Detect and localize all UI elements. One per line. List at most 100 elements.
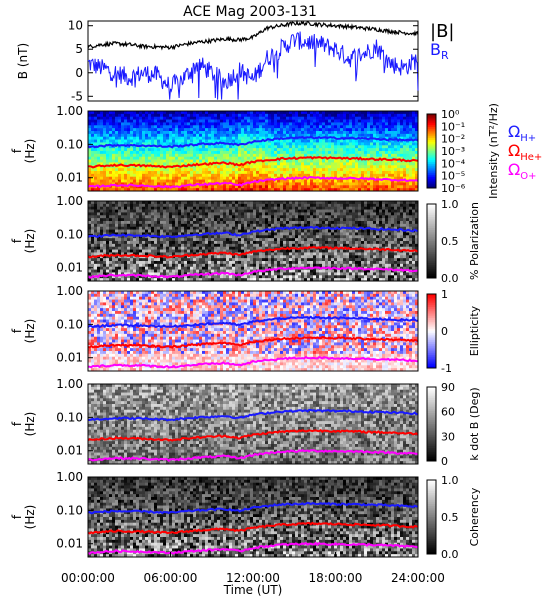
power-spectrum-colorbar-tick: 10⁻⁴ — [441, 157, 466, 170]
time-axis: 00:00:00 06:00:00 12:00:00 18:00:00 24:00:00 — [61, 552, 445, 585]
polarization-colorbar-tick: 0.5 — [441, 235, 459, 248]
power-spectrum-colorbar-tick: 10⁻⁶ — [441, 182, 466, 195]
o-plus-gyrofrequency-line — [87, 175, 419, 189]
legend-b-r: BR — [430, 40, 449, 62]
polarization-colorbar-label: % Polarization — [468, 202, 481, 280]
b-field-ytick-label: 0 — [75, 66, 83, 80]
x-axis-label: Time (UT) — [223, 583, 283, 597]
gyro-legend-entry: ΩHe+ — [508, 141, 542, 163]
ellipticity-ylabel: f(Hz) — [10, 319, 37, 344]
gyrofrequency-legend: ΩH+ΩHe+ΩO+ — [508, 122, 542, 182]
power-spectrum-colorbar-label: Intensity (nT²/Hz) — [487, 103, 500, 199]
freq-tick-label: 0.10 — [56, 317, 83, 331]
b-field-ylabel: B (nT) — [16, 43, 30, 79]
power-spectrum-colorbar-tick: 10⁻³ — [441, 145, 465, 158]
x-tick-label: 06:00:00 — [144, 571, 198, 585]
h-plus-gyrofrequency-line — [87, 135, 419, 149]
h-plus-gyrofrequency-line — [88, 408, 419, 422]
power-spectrum-heatmap — [88, 111, 418, 191]
power-spectrum-frame — [87, 110, 419, 192]
k-dot-b-colorbar-label: k dot B (Deg) — [468, 387, 481, 460]
x-tick-label: 00:00:00 — [61, 571, 115, 585]
polarization-colorbar: 1.0 0.5 0.0 % Polarization — [426, 198, 481, 285]
coherency-ylabel: f(Hz) — [10, 505, 37, 530]
h-plus-gyrofrequency-line — [87, 225, 418, 239]
x-tick-label: 12:00:00 — [226, 571, 280, 585]
ellipticity-colorbar-tick: 0 — [441, 325, 448, 338]
freq-tick-label: 1.00 — [56, 284, 83, 298]
k-dot-b-colorbar-tick: 90 — [441, 381, 455, 394]
ellipticity-colorbar-tick: -1 — [441, 362, 452, 375]
freq-tick-label: 0.10 — [56, 227, 83, 241]
freq-tick-label: 1.00 — [56, 377, 83, 391]
ellipticity-panel: 1.00 0.10 0.01 f(Hz) 1 0 -1 Ellipticity — [10, 284, 481, 375]
chart-title: ACE Mag 2003-131 — [183, 4, 317, 20]
legend-b-mag: |B| — [430, 21, 454, 42]
o-plus-gyrofrequency-line — [87, 355, 419, 369]
o-plus-gyrofrequency-line — [87, 448, 419, 462]
ellipticity-colorbar-label: Ellipticity — [468, 305, 481, 356]
coherency-colorbar-tick: 1.0 — [441, 474, 459, 487]
b-field-ytick-label: 10 — [68, 19, 83, 33]
h-plus-gyrofrequency-line — [87, 315, 418, 329]
power-spectrum-colorbar-tick: 10⁻² — [441, 133, 465, 146]
x-tick-label: 18:00:00 — [309, 571, 363, 585]
coherency-colorbar-tick: 0.0 — [441, 548, 459, 561]
k-dot-b-ylabel: f(Hz) — [10, 412, 37, 437]
he-plus-gyrofrequency-line — [87, 521, 419, 535]
k-dot-b-frame — [87, 383, 419, 465]
k-dot-b-panel: 1.00 0.10 0.01 f(Hz) 90 60 30 0 k dot B (Deg) — [10, 377, 481, 468]
power-spectrum-colorbar-tick: 10⁰ — [441, 108, 460, 121]
power-spectrum-colorbar-tick: 10⁻⁵ — [441, 170, 465, 183]
freq-tick-label: 0.10 — [56, 137, 83, 151]
b-r-series-line — [87, 31, 419, 100]
k-dot-b-colorbar-tick: 60 — [441, 406, 455, 419]
he-plus-gyrofrequency-line — [87, 245, 419, 259]
gyro-legend-entry: ΩO+ — [508, 160, 536, 182]
o-plus-gyrofrequency-line — [87, 541, 419, 555]
power-spectrum-panel: 1.00 0.10 0.01 f(Hz) 10⁰10⁻¹10⁻²10⁻³10⁻⁴10⁻⁵… — [10, 103, 500, 199]
he-plus-gyrofrequency-line — [87, 335, 419, 349]
freq-tick-label: 0.01 — [56, 537, 83, 551]
he-plus-gyrofrequency-line — [87, 156, 419, 169]
freq-tick-label: 0.01 — [56, 261, 83, 275]
freq-tick-label: 1.00 — [56, 194, 83, 208]
coherency-colorbar: 1.0 0.5 0.0 Coherency — [426, 474, 481, 561]
freq-tick-label: 1.00 — [56, 104, 83, 118]
polarization-frame — [87, 200, 419, 282]
k-dot-b-colorbar: 90 60 30 0 k dot B (Deg) — [426, 381, 481, 468]
polarization-colorbar-tick: 0.0 — [441, 272, 459, 285]
k-dot-b-colorbar-tick: 0 — [441, 455, 448, 468]
coherency-colorbar-tick: 0.5 — [441, 511, 459, 524]
x-tick-label: 24:00:00 — [391, 571, 445, 585]
polarization-colorbar-tick: 1.0 — [441, 198, 459, 211]
freq-tick-label: 0.01 — [56, 171, 83, 185]
freq-tick-label: 0.10 — [56, 503, 83, 517]
freq-tick-label: 0.01 — [56, 444, 83, 458]
polarization-panel: 1.00 0.10 0.01 f(Hz) 1.0 0.5 0.0 % Polarization — [10, 194, 481, 285]
power-spectrum-ylabel: f(Hz) — [10, 139, 37, 164]
polarization-ylabel: f(Hz) — [10, 229, 37, 254]
b-mag-series-line — [87, 19, 419, 51]
ellipticity-frame — [87, 290, 419, 372]
freq-tick-label: 0.10 — [56, 410, 83, 424]
k-dot-b-colorbar-tick: 30 — [441, 430, 455, 443]
h-plus-gyrofrequency-line — [87, 501, 419, 515]
k-dot-b-heatmap — [88, 384, 418, 464]
freq-tick-label: 0.01 — [56, 351, 83, 365]
gyro-legend-entry: ΩH+ — [508, 122, 536, 144]
b-field-ytick-label: -5 — [71, 89, 83, 103]
coherency-colorbar-label: Coherency — [468, 487, 481, 546]
ellipticity-colorbar: 1 0 -1 Ellipticity — [426, 288, 481, 375]
freq-tick-label: 1.00 — [56, 470, 83, 484]
b-field-frame — [87, 20, 419, 102]
coherency-panel: 1.00 0.10 0.01 f(Hz) 1.0 0.5 0.0 Coherency — [10, 470, 481, 561]
he-plus-gyrofrequency-line — [87, 428, 419, 442]
b-field-panel: 10 5 0 -5 B (nT) |B| BR — [16, 19, 454, 104]
o-plus-gyrofrequency-line — [87, 266, 419, 279]
b-field-ytick-label: 5 — [75, 42, 83, 56]
power-spectrum-colorbar-tick: 10⁻¹ — [441, 120, 465, 133]
ellipticity-colorbar-tick: 1 — [441, 288, 448, 301]
